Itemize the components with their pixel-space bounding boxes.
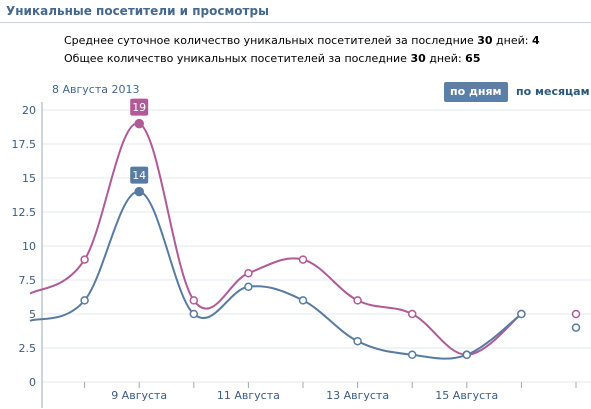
x-tick-label: 13 Августа xyxy=(326,389,389,402)
y-tick-label: 15 xyxy=(22,172,36,185)
visitors-data-point xyxy=(353,336,362,346)
views-value-label-box xyxy=(130,98,149,116)
views-data-point xyxy=(80,255,89,264)
total-visitors-days: 30 xyxy=(410,52,426,65)
total-visitors-text: Общее количество уникальных посетителей … xyxy=(64,52,411,65)
views-series-line xyxy=(29,122,523,356)
total-visitors-suffix: дней: xyxy=(425,52,466,65)
daily-average-text: Среднее суточное количество уникальных п… xyxy=(64,34,478,47)
y-tick-label: 10 xyxy=(22,240,36,253)
visitors-data-point xyxy=(244,282,253,292)
section-title: Уникальные посетители и просмотры xyxy=(6,4,269,18)
y-tick-label: 2.5 xyxy=(19,342,37,355)
daily-average-value: 4 xyxy=(531,34,540,47)
visitors-value-label-box xyxy=(130,166,149,184)
visitors-value-label: 14 xyxy=(132,169,146,182)
visitors-data-point xyxy=(462,350,472,360)
visitors-data-point xyxy=(134,186,144,197)
x-tick-label: 9 Августа xyxy=(111,389,167,402)
visitors-data-point xyxy=(189,309,199,319)
by-months-link[interactable]: по месяцам xyxy=(516,85,590,98)
views-data-point xyxy=(189,296,199,305)
views-data-point xyxy=(571,309,581,319)
views-data-point xyxy=(353,296,362,305)
x-tick-label: 11 Августа xyxy=(217,389,280,402)
hovered-date-label: 8 Августа 2013 xyxy=(52,83,140,96)
views-data-point xyxy=(244,268,253,278)
visitors-data-point xyxy=(407,350,417,360)
y-tick-label: 7.5 xyxy=(19,274,37,287)
y-tick-label: 5 xyxy=(29,308,36,321)
total-visitors-stat: Общее количество уникальных посетителей … xyxy=(64,52,480,65)
views-data-point xyxy=(407,309,417,319)
y-tick-label: 17.5 xyxy=(12,138,37,151)
y-tick-label: 12.5 xyxy=(12,206,37,219)
visitors-data-point xyxy=(517,309,526,319)
section-header: Уникальные посетители и просмотры xyxy=(0,0,591,23)
y-tick-label: 0 xyxy=(29,376,36,389)
views-data-point xyxy=(298,255,308,264)
views-value-label: 19 xyxy=(132,101,146,114)
total-visitors-value: 65 xyxy=(465,52,481,65)
views-data-point xyxy=(134,118,144,129)
visitors-data-point xyxy=(571,323,581,332)
daily-average-suffix: дней: xyxy=(492,34,532,47)
visitors-series-line xyxy=(29,190,523,360)
daily-average-days: 30 xyxy=(477,34,493,47)
visitors-data-point xyxy=(298,296,308,305)
y-tick-label: 20 xyxy=(22,104,36,117)
visitors-data-point xyxy=(80,296,89,305)
x-tick-label: 15 Августа xyxy=(435,389,498,402)
by-days-button[interactable]: по дням xyxy=(444,82,508,102)
daily-average-stat: Среднее суточное количество уникальных п… xyxy=(64,34,540,47)
